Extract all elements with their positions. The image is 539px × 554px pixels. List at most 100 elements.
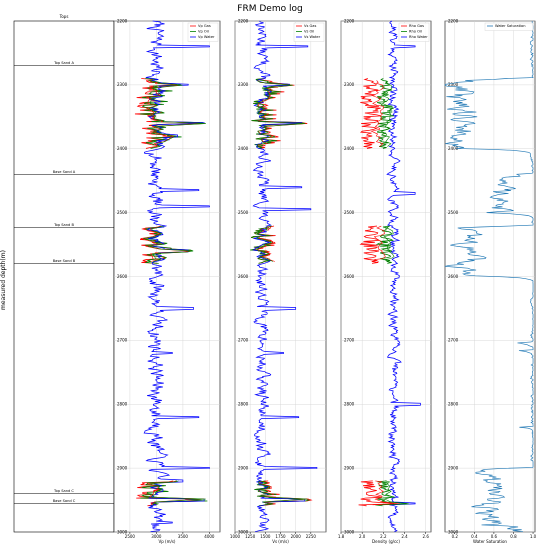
y-tick-label: 2700 <box>238 338 249 343</box>
y-tick-label: 2400 <box>344 146 355 151</box>
y-tick-label: 2700 <box>344 338 355 343</box>
legend-entry: Vp Oil <box>198 30 209 34</box>
x-tick-label: 1.0 <box>530 534 537 539</box>
log-panels: Tops Top Sand A Base Sand A Top Sand B Base … <box>13 14 537 544</box>
y-tick-label: 2600 <box>238 274 249 279</box>
panel-vp: 2200230024002500260027002800290030002500… <box>113 18 221 544</box>
legend-entry: Vs Oil <box>304 30 314 34</box>
series-vp-gas-overlay <box>145 80 205 147</box>
y-tick-label: 2700 <box>117 338 128 343</box>
x-tick-label: 0.4 <box>471 534 478 539</box>
top-marker-label: Top Sand A <box>53 61 74 65</box>
x-tick-label: 2.4 <box>401 534 408 539</box>
y-tick-label: 2300 <box>238 82 249 87</box>
series-vp-oil-overlay <box>149 480 206 506</box>
series-rho-gas-overlay <box>372 480 400 506</box>
series-vs-oil-overlay <box>255 80 306 147</box>
panel-vs: 2200 2300 2400 2500 2600 2700 2800 2900 30001000… <box>230 18 327 544</box>
figure-title: FRM Demo log <box>237 4 302 14</box>
y-tick-label: 2800 <box>238 402 249 407</box>
series-vs-oil-line <box>251 78 306 149</box>
x-tick-label: 0.2 <box>452 534 459 539</box>
x-axis-label: Density (g/cc) <box>372 539 400 544</box>
y-tick-label: 2200 <box>238 18 249 23</box>
y-tick-label: 2200 <box>448 18 459 23</box>
series-rho-oil-line <box>375 225 394 264</box>
series-vs-oil-overlay <box>255 225 274 262</box>
series-vs-oil-overlay <box>256 480 308 506</box>
x-tick-label: 2.2 <box>380 534 387 539</box>
x-tick-label: 2250 <box>306 534 317 539</box>
x-tick-label: 0.8 <box>510 534 517 539</box>
series-rho-gas-overlay <box>370 80 384 147</box>
y-tick-label: 2300 <box>117 82 128 87</box>
series-vp-oil-overlay <box>143 225 191 262</box>
panel-frame <box>13 20 115 533</box>
x-tick-label: 2.0 <box>359 534 366 539</box>
x-tick-label: 2000 <box>291 534 302 539</box>
y-tick-label: 3000 <box>117 529 128 534</box>
y-tick-label: 2600 <box>448 274 459 279</box>
legend-entry: Vp Water <box>198 35 215 39</box>
y-tick-label: 2200 <box>344 18 355 23</box>
x-tick-label: 3500 <box>178 534 189 539</box>
series-water-saturation-line <box>444 20 534 533</box>
y-tick-label: 2800 <box>448 402 459 407</box>
y-axis-label: measured depth(m) <box>0 250 7 310</box>
x-tick-label: 2500 <box>125 534 136 539</box>
y-tick-label: 3000 <box>448 529 459 534</box>
series-rho-gas-line <box>358 480 395 507</box>
legend-box <box>484 22 534 31</box>
y-tick-label: 2800 <box>344 402 355 407</box>
panel-tops: Tops Top Sand A Base Sand A Top Sand B Base … <box>13 14 115 533</box>
series-rho-gas-overlay <box>373 225 386 262</box>
x-tick-label: 1500 <box>260 534 271 539</box>
series-rho-oil-overlay <box>382 480 410 506</box>
series-vp-oil-overlay <box>147 80 207 147</box>
top-marker-label: Top Sand B <box>53 223 74 227</box>
top-marker-label: Base Sand A <box>53 170 76 174</box>
x-tick-label: 1.8 <box>338 534 345 539</box>
y-tick-label: 2200 <box>117 18 128 23</box>
y-tick-label: 2600 <box>117 274 128 279</box>
y-tick-label: 2900 <box>238 465 249 470</box>
x-tick-label: 3000 <box>151 534 162 539</box>
y-tick-label: 2300 <box>344 82 355 87</box>
x-tick-label: 4000 <box>204 534 215 539</box>
x-axis-label: Water Saturation <box>473 539 507 544</box>
y-tick-label: 2500 <box>344 210 355 215</box>
top-marker-label: Base Sand B <box>53 259 76 263</box>
y-tick-label: 2400 <box>238 146 249 151</box>
series-rho-gas-line <box>359 225 380 264</box>
tops-title: Tops <box>59 14 69 19</box>
y-tick-label: 2900 <box>117 465 128 470</box>
legend-entry: Vs Gas <box>304 24 316 28</box>
y-tick-label: 2500 <box>238 210 249 215</box>
x-tick-label: 0.6 <box>491 534 498 539</box>
legend-entry: Vp Gas <box>198 24 211 28</box>
series-rho-water-line <box>386 20 421 533</box>
x-tick-label: 2.6 <box>423 534 430 539</box>
y-tick-label: 2600 <box>344 274 355 279</box>
y-tick-label: 3000 <box>238 529 249 534</box>
y-tick-label: 2300 <box>448 82 459 87</box>
x-axis-label: Vs (m/s) <box>272 539 289 544</box>
series-rho-oil-line <box>375 480 409 507</box>
y-tick-label: 2800 <box>117 402 128 407</box>
y-tick-label: 2500 <box>117 210 128 215</box>
series-vp-gas-overlay <box>140 225 190 262</box>
y-tick-label: 2500 <box>448 210 459 215</box>
y-tick-label: 2900 <box>344 465 355 470</box>
series-rho-oil-overlay <box>380 80 393 147</box>
y-tick-label: 2400 <box>448 146 459 151</box>
legend-entry: Rho Oil <box>409 30 422 34</box>
x-axis-label: Vp (m/s) <box>159 539 176 544</box>
top-marker-label: Top Sand C <box>53 489 74 493</box>
x-tick-label: 1000 <box>230 534 241 539</box>
x-tick-label: 1750 <box>275 534 286 539</box>
y-tick-label: 2700 <box>448 338 459 343</box>
